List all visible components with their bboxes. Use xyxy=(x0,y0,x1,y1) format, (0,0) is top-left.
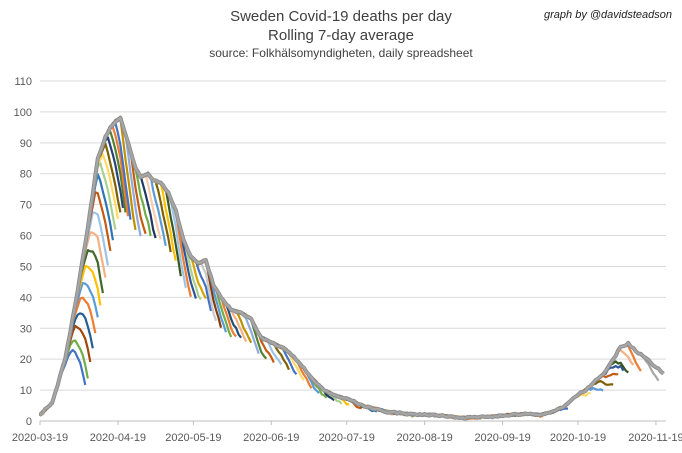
chart-credit: graph by @davidsteadson xyxy=(544,9,672,21)
x-tick-label: 2020-11-19 xyxy=(628,432,682,444)
y-tick-label: 70 xyxy=(20,200,32,212)
series-line xyxy=(39,117,629,420)
latest-series-line xyxy=(39,116,665,420)
series-line xyxy=(39,117,519,420)
gridlines xyxy=(40,80,666,391)
y-tick-label: 30 xyxy=(20,323,32,335)
chart-subtitle: Rolling 7-day average xyxy=(268,27,414,44)
series-lines xyxy=(38,115,665,421)
x-axis-ticks: 2020-03-19 2020-04-19 2020-05-19 2020-06-19… xyxy=(12,421,682,444)
y-tick-label: 10 xyxy=(20,385,32,397)
y-tick-label: 50 xyxy=(20,261,32,273)
series-line xyxy=(39,116,290,415)
x-tick-label: 2020-10-19 xyxy=(550,432,606,444)
y-tick-label: 0 xyxy=(26,416,32,428)
x-tick-label: 2020-06-19 xyxy=(243,432,299,444)
series-line xyxy=(39,118,625,420)
series-line xyxy=(39,116,494,420)
chart-title: Sweden Covid-19 deaths per day xyxy=(230,8,452,25)
y-tick-label: 110 xyxy=(14,76,32,88)
y-tick-label: 40 xyxy=(20,292,32,304)
series-line xyxy=(39,116,604,420)
y-tick-label: 80 xyxy=(20,169,32,181)
chart-source: source: Folkhälsomyndigheten, daily spre… xyxy=(209,46,473,60)
x-tick-label: 2020-07-19 xyxy=(319,432,375,444)
y-tick-label: 100 xyxy=(14,107,32,119)
series-line xyxy=(39,339,89,417)
x-tick-label: 2020-09-19 xyxy=(474,432,530,444)
x-tick-label: 2020-08-19 xyxy=(397,432,453,444)
y-axis-ticks: 0 10 20 30 40 50 60 70 80 90 100 110 xyxy=(14,76,32,428)
y-tick-label: 90 xyxy=(20,138,32,150)
x-tick-label: 2020-04-19 xyxy=(90,432,146,444)
y-tick-label: 60 xyxy=(20,231,32,243)
y-tick-label: 20 xyxy=(20,354,32,366)
x-tick-label: 2020-05-19 xyxy=(165,432,221,444)
x-tick-label: 2020-03-19 xyxy=(12,432,68,444)
